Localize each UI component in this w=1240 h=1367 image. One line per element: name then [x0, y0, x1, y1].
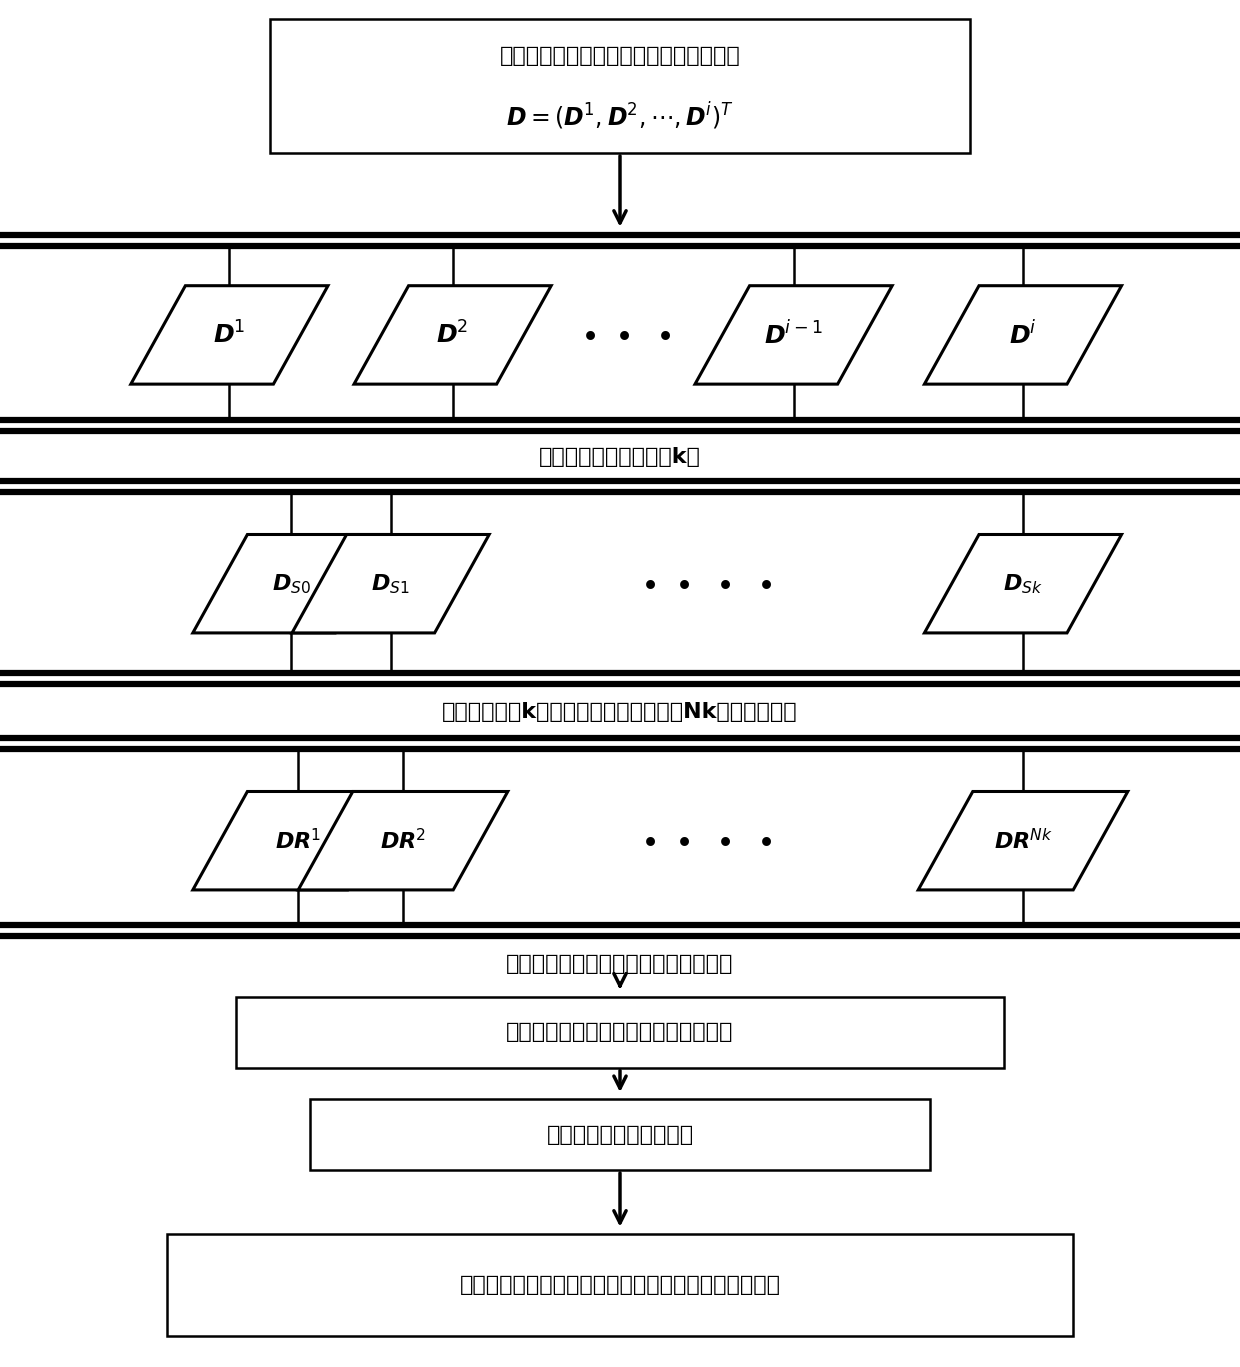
FancyBboxPatch shape	[167, 1233, 1073, 1337]
Polygon shape	[131, 286, 327, 384]
Text: $\boldsymbol{DR}^1$: $\boldsymbol{DR}^1$	[274, 828, 321, 853]
Text: $\bullet\ \bullet\ \bullet\ \bullet$: $\bullet\ \bullet\ \bullet\ \bullet$	[641, 826, 773, 856]
Text: $\bullet\ \bullet\ \bullet$: $\bullet\ \bullet\ \bullet$	[580, 320, 672, 350]
Text: $\bullet\ \bullet\ \bullet\ \bullet$: $\bullet\ \bullet\ \bullet\ \bullet$	[641, 569, 773, 599]
Text: $\boldsymbol{DR}^2$: $\boldsymbol{DR}^2$	[379, 828, 427, 853]
Text: $\boldsymbol{D}=(\boldsymbol{D}^1,\boldsymbol{D}^2,\cdots,\boldsymbol{D}^i)^T$: $\boldsymbol{D}=(\boldsymbol{D}^1,\bolds…	[506, 100, 734, 133]
Polygon shape	[355, 286, 552, 384]
Polygon shape	[193, 791, 402, 890]
Text: $\boldsymbol{D}^2$: $\boldsymbol{D}^2$	[436, 321, 469, 349]
Text: 代入调整数据权重的四维反演方程，求得反演成像结果: 代入调整数据权重的四维反演方程，求得反演成像结果	[460, 1275, 780, 1295]
Text: $\boldsymbol{D}^{i-1}$: $\boldsymbol{D}^{i-1}$	[764, 321, 823, 349]
Polygon shape	[299, 791, 508, 890]
FancyBboxPatch shape	[310, 1099, 930, 1170]
Text: $\boldsymbol{D}_{Sk}$: $\boldsymbol{D}_{Sk}$	[1003, 571, 1043, 596]
Text: $\boldsymbol{D}_{S1}$: $\boldsymbol{D}_{S1}$	[371, 571, 410, 596]
Text: 采集的一系列拥有完整电极排列的数据集: 采集的一系列拥有完整电极排列的数据集	[500, 46, 740, 66]
Text: 将任意相邻的k小份数据重新组合，得到Nk组重组数据集: 将任意相邻的k小份数据重新组合，得到Nk组重组数据集	[443, 703, 797, 722]
Text: $\boldsymbol{D}^i$: $\boldsymbol{D}^i$	[1009, 321, 1037, 349]
Polygon shape	[924, 286, 1121, 384]
Text: 将采集数据集均等分为k份: 将采集数据集均等分为k份	[539, 447, 701, 466]
Text: $\boldsymbol{D}^1$: $\boldsymbol{D}^1$	[213, 321, 246, 349]
Text: 取当前所有的重组数据集进行四维反演: 取当前所有的重组数据集进行四维反演	[506, 954, 734, 973]
Text: $\boldsymbol{D}_{S0}$: $\boldsymbol{D}_{S0}$	[272, 571, 311, 596]
Polygon shape	[694, 286, 893, 384]
FancyBboxPatch shape	[236, 997, 1004, 1068]
Text: 利用最新采集的数据计算数据响应因子: 利用最新采集的数据计算数据响应因子	[506, 1023, 734, 1042]
Polygon shape	[918, 791, 1128, 890]
Text: $\boldsymbol{DR}^{Nk}$: $\boldsymbol{DR}^{Nk}$	[993, 828, 1053, 853]
Polygon shape	[293, 534, 489, 633]
Polygon shape	[924, 534, 1121, 633]
Text: 选取适当的光滑约束权重: 选取适当的光滑约束权重	[547, 1125, 693, 1144]
Polygon shape	[193, 534, 389, 633]
FancyBboxPatch shape	[270, 19, 970, 153]
